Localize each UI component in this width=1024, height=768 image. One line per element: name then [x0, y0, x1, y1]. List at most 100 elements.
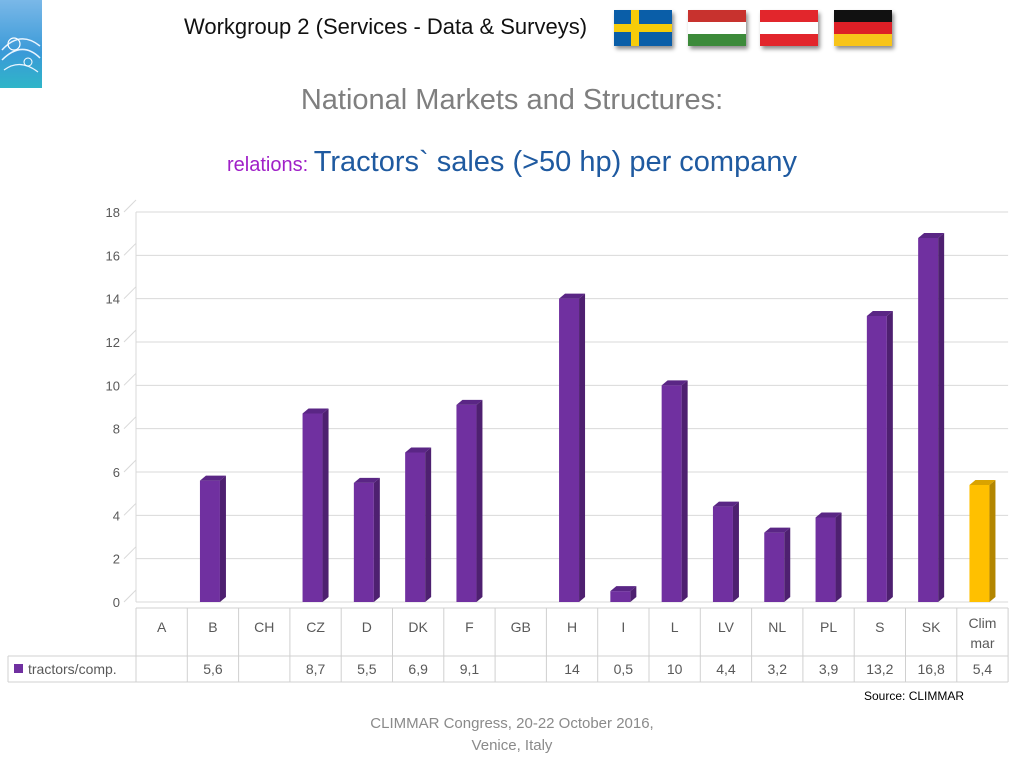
bar-front — [405, 452, 426, 602]
subtitle-main: Tractors` sales (>50 hp) per company — [313, 146, 797, 178]
y-tick-label: 6 — [113, 465, 120, 480]
y-tick-label: 12 — [106, 335, 120, 350]
grid-diagonal — [123, 459, 137, 473]
bar-side — [322, 408, 329, 602]
y-tick-label: 2 — [113, 552, 120, 567]
bar-top — [661, 380, 688, 386]
bar-clim-mar — [969, 480, 996, 602]
bar-chart: 0 2 4 6 8 10 12 14 16 18 A B 5,6 CH CZ 8,7 D 5,5 DK 6,9 F 9,1… — [7, 199, 1009, 683]
bar-top — [866, 311, 893, 316]
data-table-value: 10 — [667, 661, 683, 677]
bar-top — [815, 512, 842, 518]
y-tick-label: 8 — [113, 422, 120, 437]
climmar-logo — [0, 0, 42, 88]
slide-title: National Markets and Structures: — [300, 84, 724, 116]
x-tick-label: mar — [970, 635, 994, 651]
x-tick-label: B — [208, 619, 217, 635]
y-tick-label: 10 — [106, 378, 120, 393]
bar-cz — [302, 408, 329, 602]
y-tick-label: 4 — [113, 508, 120, 523]
y-tick-label: 18 — [106, 205, 120, 220]
hungary-flag-icon — [688, 10, 746, 46]
grid-diagonal — [123, 372, 137, 386]
x-tick-label: PL — [820, 619, 837, 635]
bar-side — [835, 512, 842, 602]
bar-top — [353, 477, 380, 483]
bar-lv — [712, 501, 739, 602]
legend-label: tractors/comp. — [28, 661, 117, 677]
data-table-value: 0,5 — [614, 661, 634, 677]
bar-front — [764, 532, 785, 602]
legend-marker — [14, 664, 23, 673]
workgroup-title: Workgroup 2 (Services - Data & Surveys) — [184, 14, 588, 39]
bar-front — [969, 485, 990, 602]
bar-b — [199, 475, 226, 602]
bar-top — [610, 586, 637, 592]
bar-top — [405, 447, 432, 453]
data-table-value: 9,1 — [460, 661, 480, 677]
data-table-value: 13,2 — [866, 661, 893, 677]
x-tick-label: F — [465, 619, 474, 635]
sweden-flag-icon — [614, 10, 672, 46]
grid-diagonal — [123, 329, 137, 343]
bar-f — [456, 399, 483, 602]
bar-front — [712, 506, 733, 602]
bar-top — [559, 293, 586, 299]
bar-top — [764, 527, 791, 533]
x-tick-label: NL — [768, 619, 786, 635]
bar-dk — [405, 447, 432, 602]
bar-side — [476, 399, 483, 602]
chart-subtitle: relations: Tractors` sales (>50 hp) per … — [0, 146, 1024, 179]
x-tick-label: DK — [408, 619, 428, 635]
bar-top — [456, 399, 483, 405]
bar-top — [302, 408, 329, 414]
footer: CLIMMAR Congress, 20-22 October 2016, Ve… — [340, 713, 684, 757]
data-table-value: 5,5 — [357, 661, 377, 677]
bar-nl — [764, 527, 791, 602]
x-tick-label: CZ — [306, 619, 325, 635]
bar-pl — [815, 512, 842, 602]
x-tick-label: SK — [922, 619, 941, 635]
bar-top — [969, 480, 996, 485]
x-tick-label: L — [671, 619, 679, 635]
x-tick-label: GB — [511, 619, 531, 635]
y-tick-label: 0 — [113, 595, 120, 610]
bar-side — [681, 380, 688, 602]
bar-top — [918, 233, 945, 238]
bar-front — [353, 482, 374, 602]
bar-side — [579, 293, 586, 602]
bar-top — [199, 475, 226, 481]
x-tick-label: S — [875, 619, 884, 635]
austria-flag-icon — [760, 10, 818, 46]
bar-side — [425, 447, 432, 602]
x-tick-label: LV — [718, 619, 735, 635]
x-tick-label: H — [567, 619, 577, 635]
grid-diagonal — [123, 502, 137, 516]
data-table-value: 4,4 — [716, 661, 736, 677]
bar-s — [866, 311, 893, 602]
footer-line-2: Venice, Italy — [471, 737, 553, 754]
bar-front — [610, 591, 631, 602]
bar-side — [938, 233, 945, 602]
grid-diagonal — [123, 416, 137, 430]
bar-sk — [918, 233, 945, 602]
bar-side — [373, 477, 380, 602]
bar-front — [559, 298, 580, 602]
x-tick-label: I — [621, 619, 625, 635]
bar-l — [661, 380, 688, 602]
bar-side — [732, 501, 739, 602]
bar-side — [886, 311, 893, 602]
y-tick-label: 16 — [106, 248, 120, 263]
bar-h — [559, 293, 586, 602]
bar-side — [219, 475, 226, 602]
grid-diagonal — [123, 242, 137, 256]
data-table-value: 5,6 — [203, 661, 223, 677]
bar-side — [784, 527, 791, 602]
bar-front — [815, 517, 836, 602]
grid-diagonal — [123, 199, 137, 213]
data-table-value: 3,9 — [819, 661, 839, 677]
bar-i — [610, 586, 637, 602]
footer-line-1: CLIMMAR Congress, 20-22 October 2016, — [370, 715, 654, 732]
source-note: Source: CLIMMAR — [864, 689, 965, 703]
data-table-value: 3,2 — [768, 661, 788, 677]
